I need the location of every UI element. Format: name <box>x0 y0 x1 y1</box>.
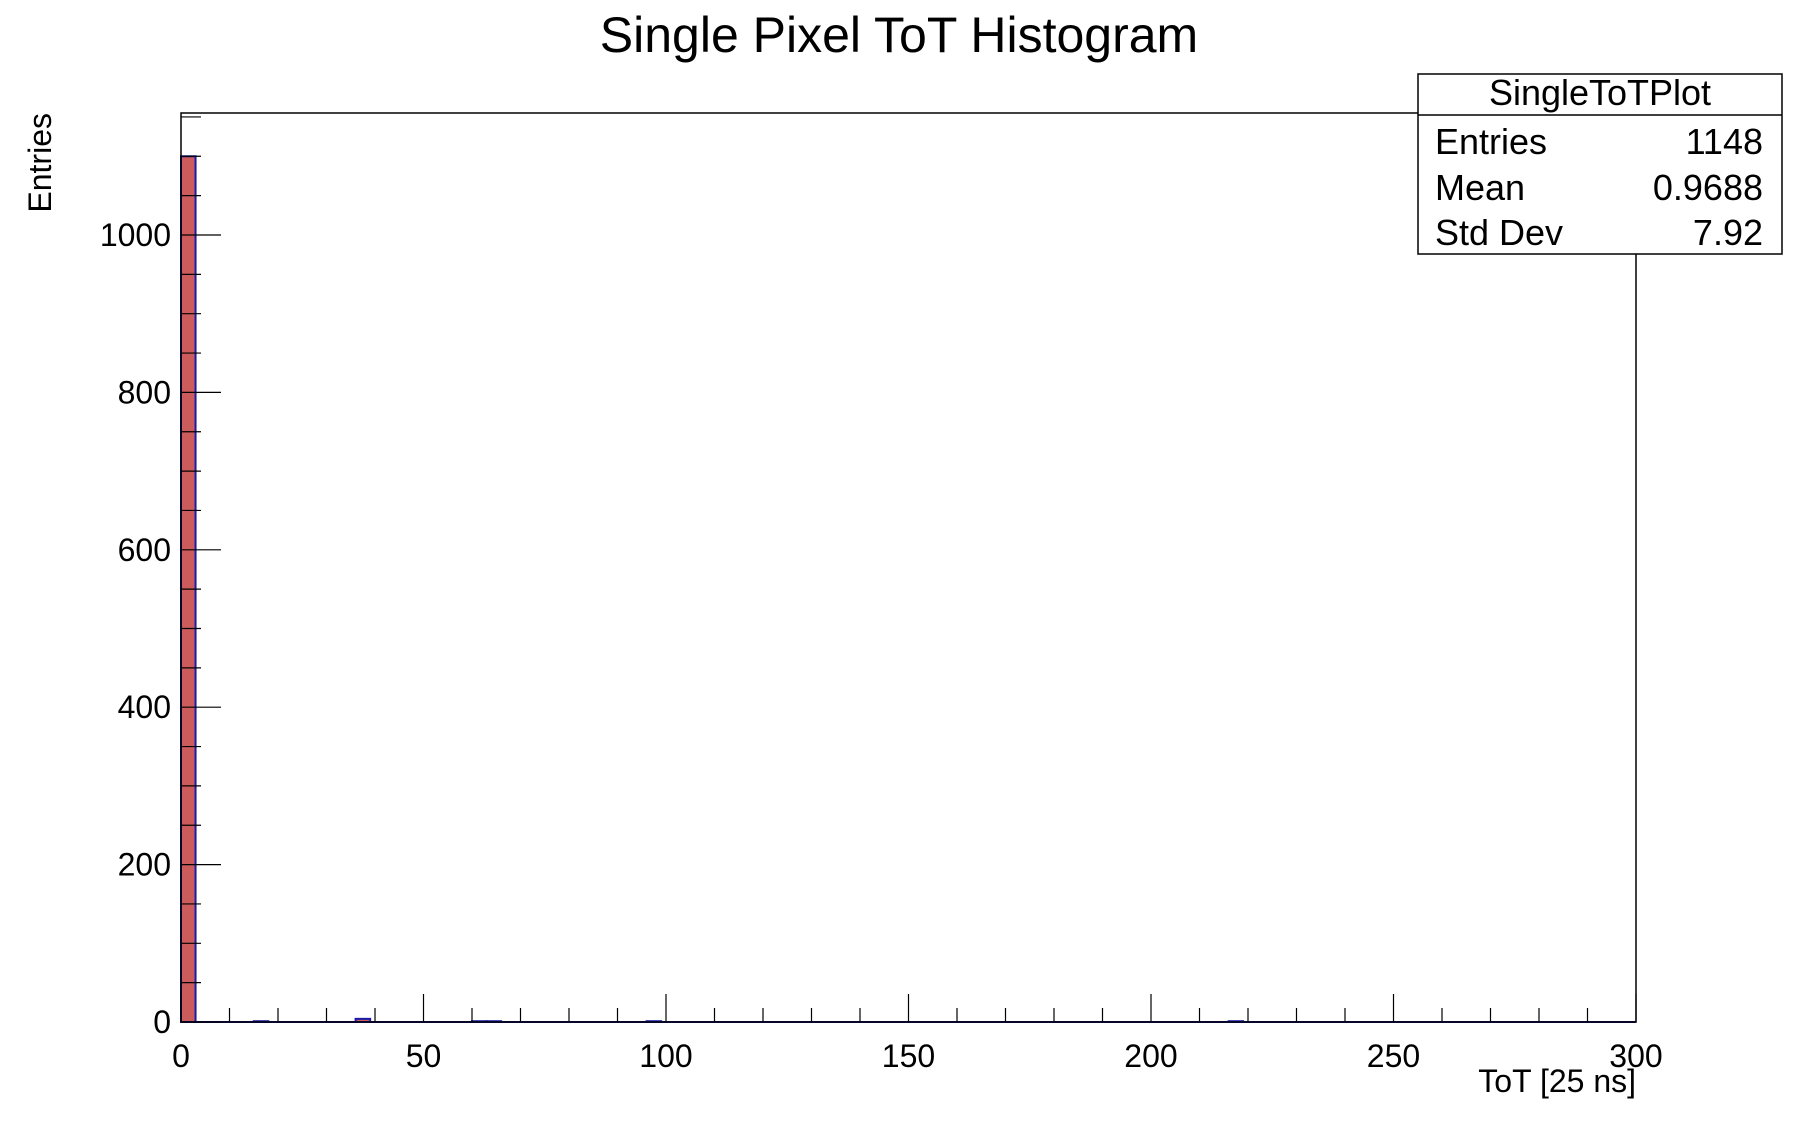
y-axis-ticks: 0 200 400 600 800 1000 <box>100 116 221 1040</box>
y-tick-label: 600 <box>118 532 171 568</box>
chart-title: Single Pixel ToT Histogram <box>600 7 1198 63</box>
x-axis-title: ToT [25 ns] <box>1478 1063 1636 1099</box>
x-tick-label: 50 <box>406 1038 442 1074</box>
x-tick-label: 150 <box>882 1038 935 1074</box>
x-tick-label: 250 <box>1367 1038 1420 1074</box>
x-tick-label: 200 <box>1124 1038 1177 1074</box>
y-tick-label: 1000 <box>100 217 171 253</box>
y-tick-label: 400 <box>118 689 171 725</box>
stats-mean-value: 0.9688 <box>1653 167 1763 208</box>
x-axis-ticks: 0 50 100 150 200 250 300 <box>172 994 1663 1074</box>
y-tick-label: 200 <box>118 847 171 883</box>
y-tick-label: 0 <box>153 1004 171 1040</box>
x-tick-label: 100 <box>639 1038 692 1074</box>
stats-box-title: SingleToTPlot <box>1489 72 1711 113</box>
y-tick-label: 800 <box>118 374 171 410</box>
x-tick-label: 300 <box>1609 1038 1662 1074</box>
stats-box-frame <box>1417 73 1783 255</box>
stats-stddev-value: 7.92 <box>1693 212 1763 253</box>
plot-frame <box>180 112 1637 1023</box>
stats-stddev-label: Std Dev <box>1435 212 1563 253</box>
stats-box: SingleToTPlot Entries 1148 Mean 0.9688 S… <box>1417 72 1783 255</box>
x-tick-label: 0 <box>172 1038 190 1074</box>
stats-mean-label: Mean <box>1435 167 1525 208</box>
stats-entries-value: 1148 <box>1686 121 1763 162</box>
y-axis-title: Entries <box>22 113 58 213</box>
stats-entries-label: Entries <box>1435 121 1547 162</box>
